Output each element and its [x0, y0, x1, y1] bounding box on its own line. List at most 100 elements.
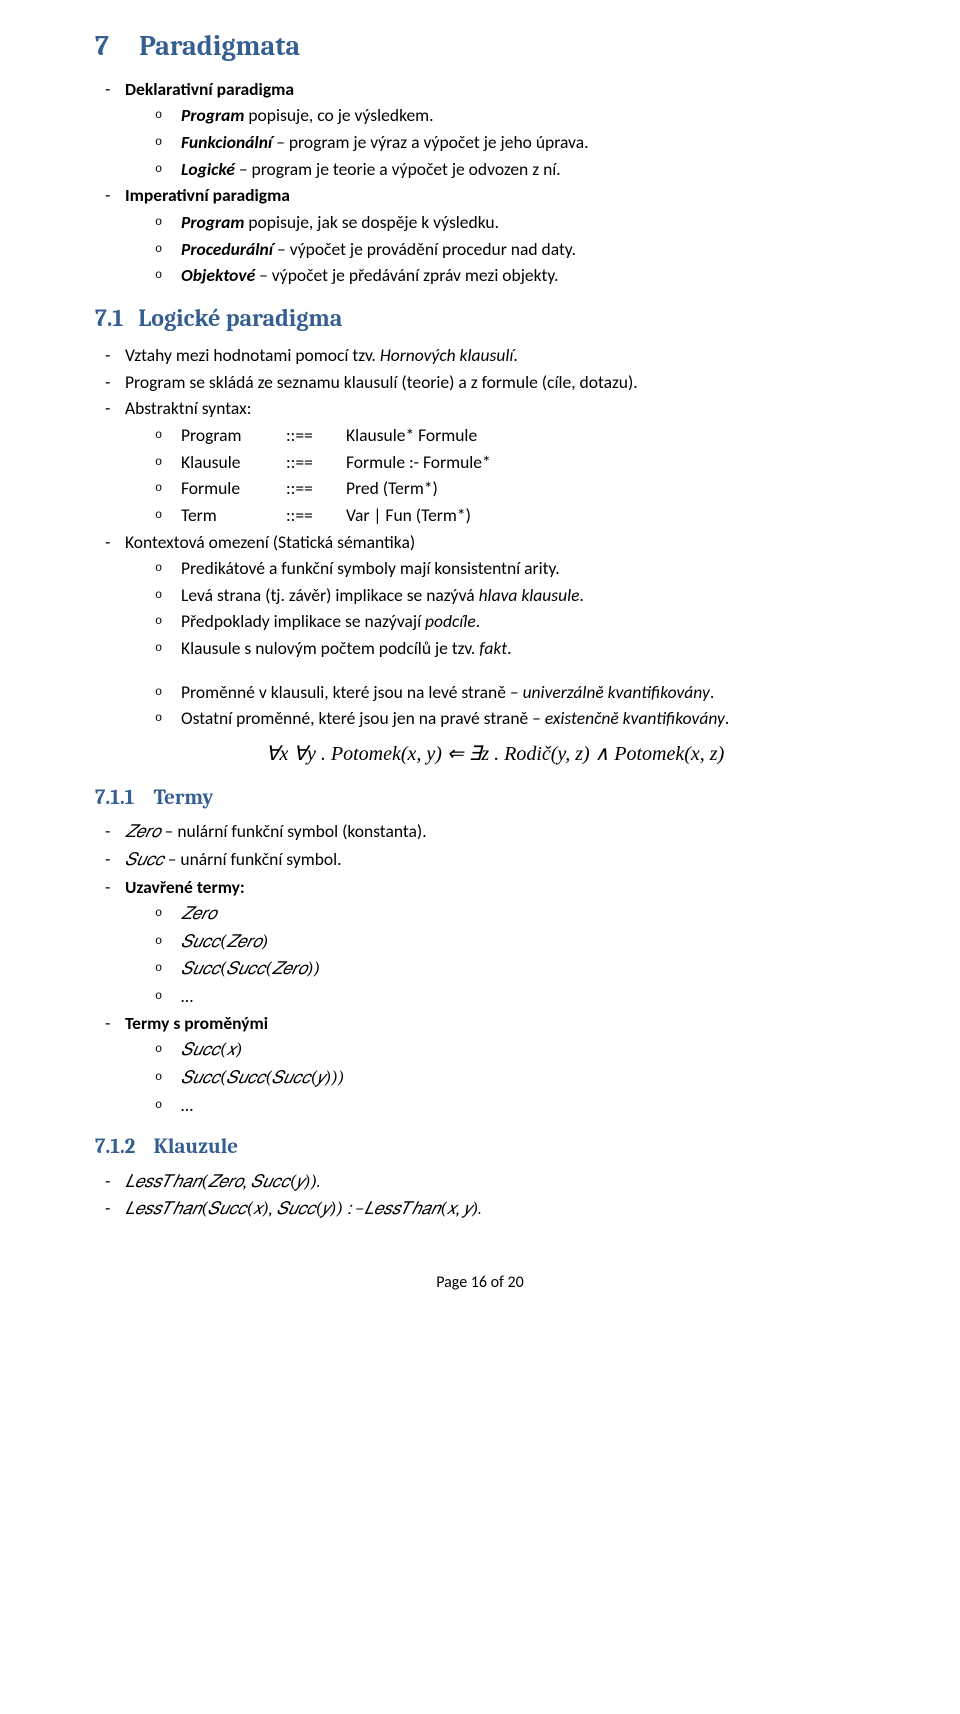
- grammar-rhs: Klausule* Formule: [346, 424, 477, 448]
- list-item: Deklarativní paradigma: [95, 78, 865, 102]
- vars-terms-label: Termy s proměnými: [125, 1012, 268, 1034]
- c2b: hlava klausule: [479, 584, 580, 606]
- closed-2: 𝑆𝑢𝑐𝑐(𝑍𝑒𝑟𝑜): [181, 932, 269, 952]
- closed-3: 𝑆𝑢𝑐𝑐(𝑆𝑢𝑐𝑐(𝑍𝑒𝑟𝑜)): [181, 959, 320, 979]
- grammar-lhs: Klausule: [181, 451, 286, 475]
- grammar-op: ::==: [286, 424, 346, 448]
- sub-item: Program popisuje, co je výsledkem.: [95, 104, 865, 128]
- heading-7-1-1-number: 7.1.1: [95, 784, 149, 812]
- sub-item: Objektové – výpočet je předávání zpráv m…: [95, 264, 865, 288]
- heading-7-1: 7.1 Logické paradigma: [95, 302, 865, 334]
- p3: Abstraktní syntax:: [125, 397, 251, 419]
- heading-7-1-2-title: Klauzule: [154, 1135, 238, 1159]
- sub-item: Program popisuje, jak se dospěje k výsle…: [95, 211, 865, 235]
- grammar-rhs: Var | Fun (Term*): [346, 504, 471, 528]
- heading-7-1-1: 7.1.1 Termy: [95, 784, 865, 812]
- c2c: .: [579, 584, 583, 606]
- imper-b2-lbl: Procedurální: [181, 238, 273, 260]
- vars-3: …: [181, 1094, 193, 1116]
- sub-item: …: [95, 985, 865, 1009]
- deklar-b3-lbl: Logické: [181, 158, 235, 180]
- vars-2: 𝑆𝑢𝑐𝑐(𝑆𝑢𝑐𝑐(𝑆𝑢𝑐𝑐(𝑦))): [181, 1068, 345, 1088]
- closed-1: 𝑍𝑒𝑟𝑜: [181, 904, 217, 924]
- c1: Predikátové a funkční symboly mají konsi…: [181, 557, 560, 579]
- sub-item: 𝑆𝑢𝑐𝑐(𝑍𝑒𝑟𝑜): [95, 930, 865, 955]
- vars-1: 𝑆𝑢𝑐𝑐(𝑥): [181, 1040, 243, 1060]
- sub-item: Levá strana (tj. závěr) implikace se naz…: [95, 584, 865, 608]
- sub-item: 𝑆𝑢𝑐𝑐(𝑥): [95, 1038, 865, 1063]
- term-succ-txt: – unární funkční symbol.: [164, 848, 342, 870]
- sub-item: Předpoklady implikace se nazývají podcíl…: [95, 610, 865, 634]
- c6b: existenčně kvantifikovány: [545, 707, 725, 729]
- p1c: .: [513, 344, 517, 366]
- imper-b1-txt: popisuje, jak se dospěje k výsledku.: [244, 211, 499, 233]
- imper-b3-lbl: Objektové: [181, 264, 255, 286]
- heading-7-1-2: 7.1.2 Klauzule: [95, 1133, 865, 1161]
- sub-item: Klausule s nulovým počtem podcílů je tzv…: [95, 637, 865, 661]
- term-zero: 𝑍𝑒𝑟𝑜: [125, 822, 161, 842]
- sub-item: Logické – program je teorie a výpočet je…: [95, 158, 865, 182]
- c5c: .: [710, 681, 714, 703]
- heading-7-1-1-title: Termy: [154, 786, 214, 810]
- c3b: podcíle: [425, 610, 476, 632]
- closed-terms-label: Uzavřené termy:: [125, 876, 245, 898]
- grammar-lhs: Formule: [181, 477, 286, 501]
- c4a: Klausule s nulovým počtem podcílů je tzv…: [181, 637, 479, 659]
- deklar-b2-txt: – program je výraz a výpočet je jeho úpr…: [272, 131, 588, 153]
- formula-potomek: ∀x ∀y . Potomek(x, y) ⇐ ∃z . Rodič(y, z)…: [125, 741, 865, 768]
- deklar-b3-txt: – program je teorie a výpočet je odvozen…: [235, 158, 561, 180]
- list-item: Vztahy mezi hodnotami pomocí tzv. Hornov…: [95, 344, 865, 368]
- heading-7-number: 7: [95, 28, 133, 66]
- grammar-lhs: Term: [181, 504, 286, 528]
- p1b: Hornových klausulí: [380, 344, 514, 366]
- list-item: 𝑆𝑢𝑐𝑐 – unární funkční symbol.: [95, 848, 865, 873]
- closed-4: …: [181, 985, 193, 1007]
- clause-2: 𝐿𝑒𝑠𝑠𝑇ℎ𝑎𝑛(𝑆𝑢𝑐𝑐(𝑥), 𝑆𝑢𝑐𝑐(𝑦)) ∶ −𝐿𝑒𝑠𝑠𝑇ℎ𝑎𝑛(𝑥…: [125, 1199, 482, 1219]
- heading-7-1-2-number: 7.1.2: [95, 1133, 149, 1161]
- grammar-rhs: Pred (Term*): [346, 477, 438, 501]
- c6a: Ostatní proměnné, které jsou jen na prav…: [181, 707, 545, 729]
- sub-item: 𝑆𝑢𝑐𝑐(𝑆𝑢𝑐𝑐(𝑆𝑢𝑐𝑐(𝑦))): [95, 1066, 865, 1091]
- grammar-lhs: Program: [181, 424, 286, 448]
- heading-7-title: Paradigmata: [139, 30, 300, 62]
- list-item: Kontextová omezení (Statická sémantika): [95, 531, 865, 555]
- grammar-row: Term ::== Var | Fun (Term*): [95, 504, 865, 528]
- c3c: .: [476, 610, 480, 632]
- sub-item: 𝑆𝑢𝑐𝑐(𝑆𝑢𝑐𝑐(𝑍𝑒𝑟𝑜)): [95, 957, 865, 982]
- p4: Kontextová omezení (Statická sémantika): [125, 531, 415, 553]
- imper-b2-txt: – výpočet je provádění procedur nad daty…: [273, 238, 576, 260]
- c4b: fakt: [479, 637, 507, 659]
- grammar-op: ::==: [286, 451, 346, 475]
- list-item: Uzavřené termy:: [95, 876, 865, 900]
- c3a: Předpoklady implikace se nazývají: [181, 610, 425, 632]
- imper-b1-lbl: Program: [181, 211, 244, 233]
- sub-item: …: [95, 1094, 865, 1118]
- p2: Program se skládá ze seznamu klausulí (t…: [125, 371, 638, 393]
- heading-7: 7 Paradigmata: [95, 28, 865, 66]
- grammar-row: Formule ::== Pred (Term*): [95, 477, 865, 501]
- c5b: univerzálně kvantifikovány: [523, 681, 710, 703]
- list-item: 𝐿𝑒𝑠𝑠𝑇ℎ𝑎𝑛(𝑍𝑒𝑟𝑜, 𝑆𝑢𝑐𝑐(𝑦)).: [95, 1170, 865, 1195]
- grammar-row: Klausule ::== Formule :- Formule*: [95, 451, 865, 475]
- p1a: Vztahy mezi hodnotami pomocí tzv.: [125, 344, 380, 366]
- list-item: 𝑍𝑒𝑟𝑜 – nulární funkční symbol (konstanta…: [95, 820, 865, 845]
- term-succ: 𝑆𝑢𝑐𝑐: [125, 850, 164, 870]
- sub-item: 𝑍𝑒𝑟𝑜: [95, 902, 865, 927]
- grammar-rhs: Formule :- Formule*: [346, 451, 491, 475]
- sub-item: Proměnné v klausuli, které jsou na levé …: [95, 681, 865, 705]
- clause-1: 𝐿𝑒𝑠𝑠𝑇ℎ𝑎𝑛(𝑍𝑒𝑟𝑜, 𝑆𝑢𝑐𝑐(𝑦)).: [125, 1172, 320, 1192]
- deklar-label: Deklarativní paradigma: [125, 78, 294, 100]
- grammar-op: ::==: [286, 504, 346, 528]
- sub-item: Funkcionální – program je výraz a výpoče…: [95, 131, 865, 155]
- list-item: Imperativní paradigma: [95, 184, 865, 208]
- c6c: .: [725, 707, 729, 729]
- sub-item: Procedurální – výpočet je provádění proc…: [95, 238, 865, 262]
- grammar-row: Program ::== Klausule* Formule: [95, 424, 865, 448]
- imper-label: Imperativní paradigma: [125, 184, 290, 206]
- c4c: .: [507, 637, 511, 659]
- c5a: Proměnné v klausuli, které jsou na levé …: [181, 681, 523, 703]
- heading-7-1-number: 7.1: [95, 302, 133, 334]
- list-item: Termy s proměnými: [95, 1012, 865, 1036]
- grammar-op: ::==: [286, 477, 346, 501]
- heading-7-1-title: Logické paradigma: [138, 304, 342, 332]
